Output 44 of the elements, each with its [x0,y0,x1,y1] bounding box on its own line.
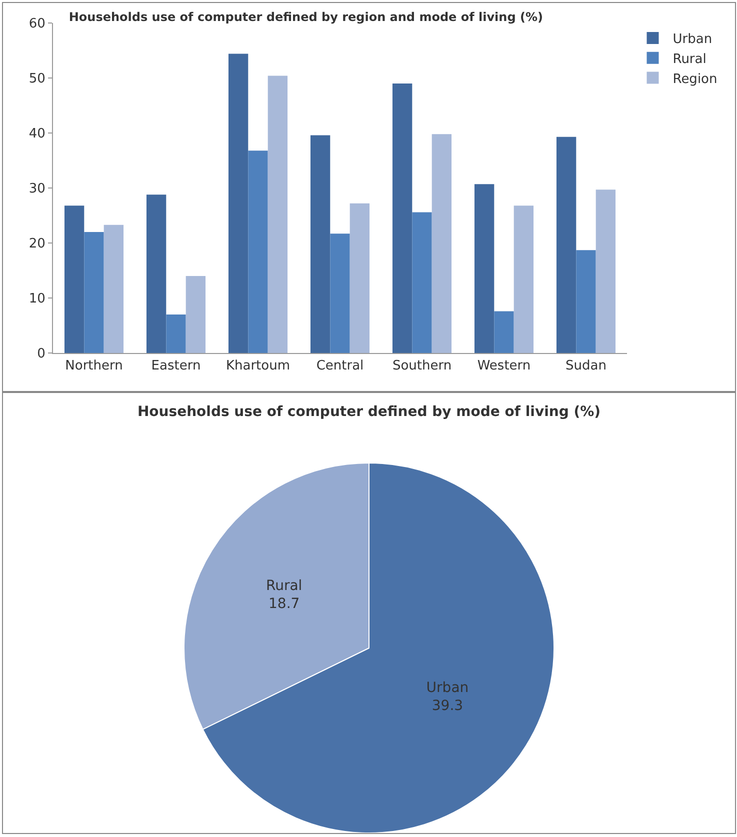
bar [64,206,84,353]
y-tick-label: 30 [28,182,46,197]
bar [186,276,206,353]
bar [146,194,166,353]
bar [432,134,452,353]
data-label: 18.7 [268,596,300,612]
bar [392,84,412,353]
x-tick-label: Khartoum [226,358,290,374]
bar [576,250,596,353]
bar [268,76,288,353]
bar [494,311,514,353]
y-tick-label: 10 [28,292,46,307]
x-tick-label: Central [316,358,364,374]
bar [556,136,576,353]
bar [350,203,370,353]
bar [412,212,432,353]
chart-title: Households use of computer defined by region and mode of living (%) [68,10,543,24]
y-tick-label: 40 [28,126,46,142]
y-tick-label: 60 [28,16,46,32]
x-tick-label: Western [477,358,531,374]
bar [166,314,186,353]
bar [596,190,616,353]
bar [330,234,350,353]
x-tick-label: Southern [392,358,452,374]
slice-label: Rural [266,578,302,594]
x-tick-label: Eastern [151,358,201,374]
bar [514,206,534,353]
bar [474,184,494,353]
bar [104,224,124,353]
bar [84,232,104,353]
legend-label: Rural [672,52,706,67]
y-tick-label: 50 [28,72,46,87]
x-tick-label: Northern [65,358,123,374]
legend-label: Region [672,72,718,87]
y-tick-label: 20 [28,236,46,252]
chart-title: Households use of computer defined by mode of living (%) [137,404,601,420]
bar [310,135,330,353]
y-tick-label: 0 [37,346,46,362]
slice-label: Urban [426,680,469,696]
x-tick-label: Sudan [566,358,606,374]
data-label: 39.3 [432,698,464,714]
legend-label: Urban [672,32,712,48]
bar [228,54,248,353]
bar [248,150,268,353]
